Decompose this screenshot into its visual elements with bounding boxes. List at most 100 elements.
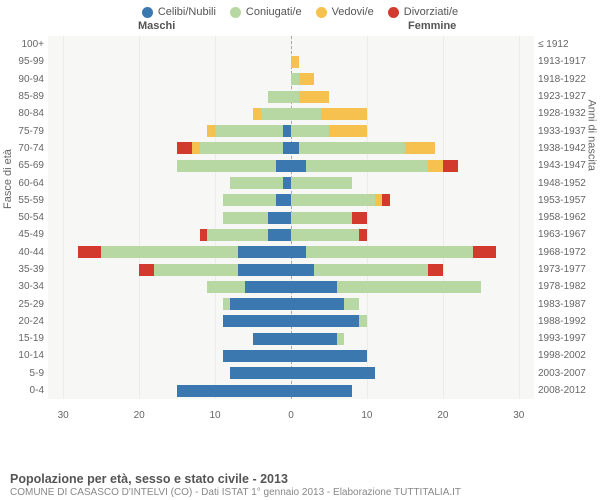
bar-female xyxy=(291,382,534,399)
legend-item: Vedovi/e xyxy=(316,6,374,18)
legend: Celibi/Nubili Coniugati/e Vedovi/e Divorzia… xyxy=(8,6,592,18)
segment xyxy=(359,315,367,327)
legend-label: Coniugati/e xyxy=(246,6,302,18)
segment xyxy=(223,194,276,206)
segment xyxy=(314,264,428,276)
bar-male xyxy=(48,88,291,105)
x-tick: 10 xyxy=(210,410,221,421)
year-label: 1988-1992 xyxy=(534,316,592,327)
pyramid-row: 55-591953-1957 xyxy=(8,192,592,209)
segment xyxy=(192,142,200,154)
segment xyxy=(177,160,276,172)
segment xyxy=(283,177,291,189)
year-label: 1923-1927 xyxy=(534,91,592,102)
segment xyxy=(337,333,345,345)
bar-zone xyxy=(48,140,534,157)
segment xyxy=(291,264,314,276)
pyramid-row: 100+≤ 1912 xyxy=(8,36,592,53)
chart-container: Celibi/Nubili Coniugati/e Vedovi/e Divorzia… xyxy=(0,0,600,500)
bar-female xyxy=(291,330,534,347)
bar-zone xyxy=(48,192,534,209)
segment xyxy=(253,108,261,120)
bar-female xyxy=(291,105,534,122)
year-label: 1978-1982 xyxy=(534,281,592,292)
year-label: 1973-1977 xyxy=(534,264,592,275)
age-label: 80-84 xyxy=(8,108,48,119)
year-label: 1993-1997 xyxy=(534,333,592,344)
segment xyxy=(154,264,238,276)
bar-female xyxy=(291,192,534,209)
bar-male xyxy=(48,53,291,70)
segment xyxy=(382,194,390,206)
segment xyxy=(299,142,405,154)
legend-swatch xyxy=(316,7,327,18)
bar-male xyxy=(48,261,291,278)
segment xyxy=(291,91,299,103)
segment xyxy=(291,246,306,258)
segment xyxy=(101,246,238,258)
segment xyxy=(291,73,299,85)
year-label: 1938-1942 xyxy=(534,143,592,154)
segment xyxy=(223,350,291,362)
bar-female xyxy=(291,295,534,312)
bar-male xyxy=(48,382,291,399)
segment xyxy=(78,246,101,258)
pyramid-row: 15-19 1993-1997 xyxy=(8,330,592,347)
legend-swatch xyxy=(142,7,153,18)
pyramid-row: 70-741938-1942 xyxy=(8,140,592,157)
year-label: 2008-2012 xyxy=(534,385,592,396)
bar-zone xyxy=(48,88,534,105)
age-label: 15-19 xyxy=(8,333,48,344)
bar-zone xyxy=(48,365,534,382)
year-label: 1958-1962 xyxy=(534,212,592,223)
segment xyxy=(291,160,306,172)
pyramid-row: 65-691943-1947 xyxy=(8,157,592,174)
legend-label: Divorziati/e xyxy=(404,6,458,18)
pyramid-row: 95-991913-1917 xyxy=(8,53,592,70)
bar-female xyxy=(291,122,534,139)
bar-zone xyxy=(48,295,534,312)
chart-subtitle: COMUNE DI CASASCO D'INTELVI (CO) - Dati … xyxy=(10,487,590,498)
segment xyxy=(245,281,291,293)
bar-male xyxy=(48,36,291,53)
legend-item: Celibi/Nubili xyxy=(142,6,216,18)
bar-female xyxy=(291,88,534,105)
bar-female xyxy=(291,261,534,278)
year-label: 1968-1972 xyxy=(534,247,592,258)
segment xyxy=(291,108,321,120)
age-label: 90-94 xyxy=(8,74,48,85)
segment xyxy=(291,350,367,362)
legend-label: Celibi/Nubili xyxy=(158,6,216,18)
segment xyxy=(329,125,367,137)
legend-swatch xyxy=(230,7,241,18)
year-label: 1963-1967 xyxy=(534,229,592,240)
bar-female xyxy=(291,209,534,226)
segment xyxy=(230,367,291,379)
pyramid-row: 40-441968-1972 xyxy=(8,244,592,261)
year-label: 1943-1947 xyxy=(534,160,592,171)
segment xyxy=(238,246,291,258)
segment xyxy=(200,142,284,154)
bar-zone xyxy=(48,36,534,53)
bar-male xyxy=(48,71,291,88)
segment xyxy=(291,194,375,206)
bar-female xyxy=(291,278,534,295)
segment xyxy=(177,385,291,397)
year-label: 1933-1937 xyxy=(534,126,592,137)
segment xyxy=(428,160,443,172)
segment xyxy=(291,315,359,327)
segment xyxy=(200,229,208,241)
segment xyxy=(139,264,154,276)
legend-item: Divorziati/e xyxy=(388,6,458,18)
age-label: 95-99 xyxy=(8,56,48,67)
segment xyxy=(291,298,344,310)
segment xyxy=(223,315,291,327)
age-label: 10-14 xyxy=(8,350,48,361)
segment xyxy=(352,212,367,224)
header-female: Femmine xyxy=(408,20,456,32)
x-tick: 30 xyxy=(513,410,524,421)
segment xyxy=(253,333,291,345)
bar-male xyxy=(48,278,291,295)
segment xyxy=(283,125,291,137)
pyramid-row: 5-92003-2007 xyxy=(8,365,592,382)
